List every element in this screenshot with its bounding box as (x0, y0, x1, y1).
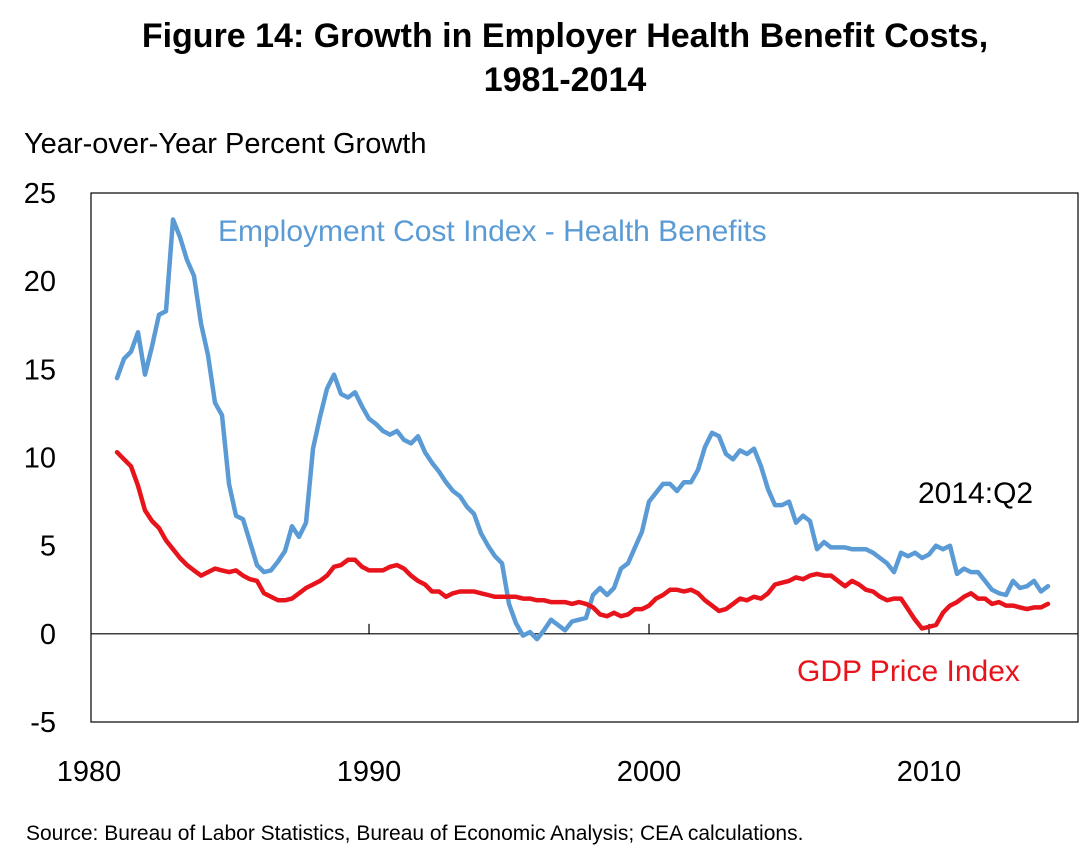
y-tick-label: 20 (24, 266, 56, 298)
chart-title-line-2: 1981-2014 (483, 61, 647, 99)
end-point-annotation: 2014:Q2 (918, 477, 1033, 510)
x-tick-label: 2010 (897, 756, 962, 788)
y-tick-label: 25 (24, 178, 56, 210)
x-tick-label: 2000 (617, 756, 682, 788)
plot-area-border (90, 192, 1079, 723)
source-note: Source: Bureau of Labor Statistics, Bure… (26, 822, 804, 845)
chart-title: Figure 14: Growth in Employer Health Ben… (0, 14, 1089, 102)
series-label-gdp: GDP Price Index (797, 655, 1020, 688)
y-tick-label: 0 (40, 619, 56, 651)
x-tick-label: 1980 (57, 756, 122, 788)
y-tick-label: 15 (24, 354, 56, 386)
y-axis-label: Year-over-Year Percent Growth (24, 128, 427, 160)
chart-frame (90, 192, 1079, 723)
series-line-eci (114, 217, 1051, 642)
x-tick-label: 1990 (337, 756, 402, 788)
series-label-eci: Employment Cost Index - Health Benefits (218, 215, 767, 248)
chart-title-line-1: Figure 14: Growth in Employer Health Ben… (141, 17, 989, 55)
y-tick-label: 10 (24, 443, 56, 475)
series-line-gdp (114, 449, 1051, 631)
series-lines (114, 217, 1051, 642)
y-tick-label: 5 (40, 531, 56, 563)
y-tick-label: -5 (30, 707, 56, 739)
